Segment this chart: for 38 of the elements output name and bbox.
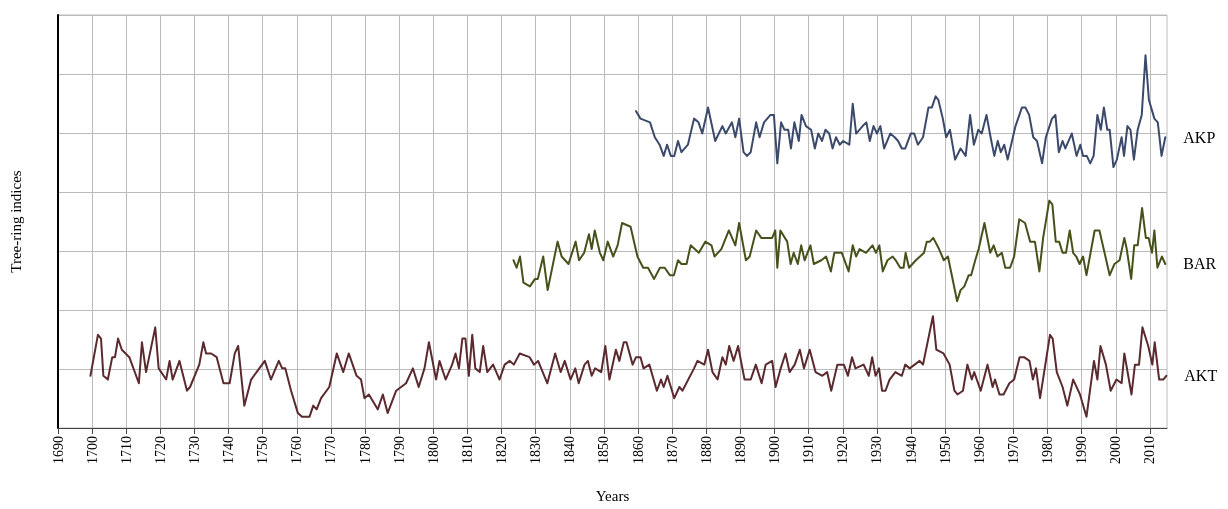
x-tick-label: 1930 [869,436,885,464]
x-tick-label: 1860 [630,436,646,464]
x-tick-label: 1980 [1040,436,1056,464]
x-tick-label: 1810 [459,436,475,464]
x-tick-label: 1970 [1005,436,1021,464]
x-tick-label: 1950 [937,436,953,464]
x-tick-label: 1890 [732,436,748,464]
x-tick-label: 1750 [255,436,271,464]
x-tick-label: 1880 [698,436,714,464]
x-tick-label: 1720 [152,436,168,464]
x-tick-label: 1800 [425,436,441,464]
x-tick-label: 1730 [186,436,202,464]
x-tick-label: 1850 [596,436,612,464]
x-tick-label: 1690 [50,436,66,464]
x-tick-label: 1710 [118,436,134,464]
x-tick-label: 1960 [971,436,987,464]
x-tick-label: 1780 [357,436,373,464]
series-label: AKT [1184,367,1218,385]
x-tick-label: 1990 [1074,436,1090,464]
x-tick-label: 1740 [221,436,237,464]
x-tick-label: 1770 [323,436,339,464]
series-label: AKP [1183,128,1216,146]
x-tick-label: 1790 [391,436,407,464]
x-tick-label: 1820 [494,436,510,464]
x-tick-label: 1870 [664,436,680,464]
y-axis-title: Tree-ring indices [7,170,24,273]
x-tick-label: 1760 [289,436,305,464]
x-tick-label: 1910 [801,436,817,464]
x-tick-label: 2000 [1108,436,1124,464]
x-tick-label: 1840 [562,436,578,464]
x-tick-label: 1940 [903,436,919,464]
x-tick-label: 2010 [1142,436,1158,464]
series-label: BAR [1183,255,1217,273]
x-tick-label: 1700 [84,436,100,464]
x-axis-title: Years [595,487,630,504]
x-tick-label: 1900 [767,436,783,464]
x-tick-label: 1830 [528,436,544,464]
x-tick-label: 1920 [835,436,851,464]
